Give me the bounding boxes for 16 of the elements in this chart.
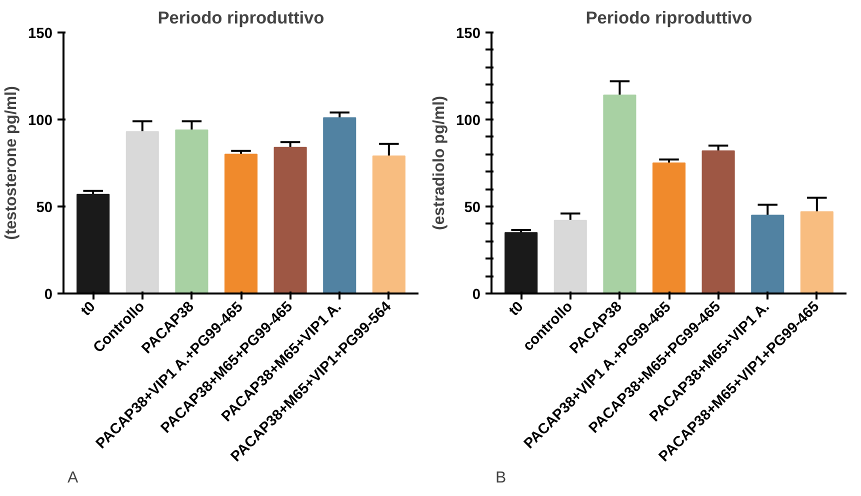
y-tick-label: 100 — [456, 113, 481, 129]
x-tick-label: t0 — [506, 298, 527, 320]
x-tick-label: t0 — [78, 298, 99, 320]
chart-title: Periodo riproduttivo — [158, 8, 324, 28]
text: A — [68, 470, 78, 486]
y-tick-label: 150 — [456, 26, 481, 42]
y-tick-label: 50 — [36, 200, 53, 216]
chart-title: Periodo riproduttivo — [586, 8, 752, 28]
y-axis-title: (estradiolo pg/ml) — [431, 96, 448, 230]
y-tick-label: 50 — [464, 200, 481, 216]
y-axis-title: (testosterone pg/ml) — [3, 86, 20, 240]
y-tick-label: 100 — [28, 113, 53, 129]
y-tick-label: 0 — [44, 287, 53, 303]
y-tick-label: 0 — [472, 287, 481, 303]
y-tick-label: 150 — [28, 26, 53, 42]
text: B — [496, 470, 506, 486]
